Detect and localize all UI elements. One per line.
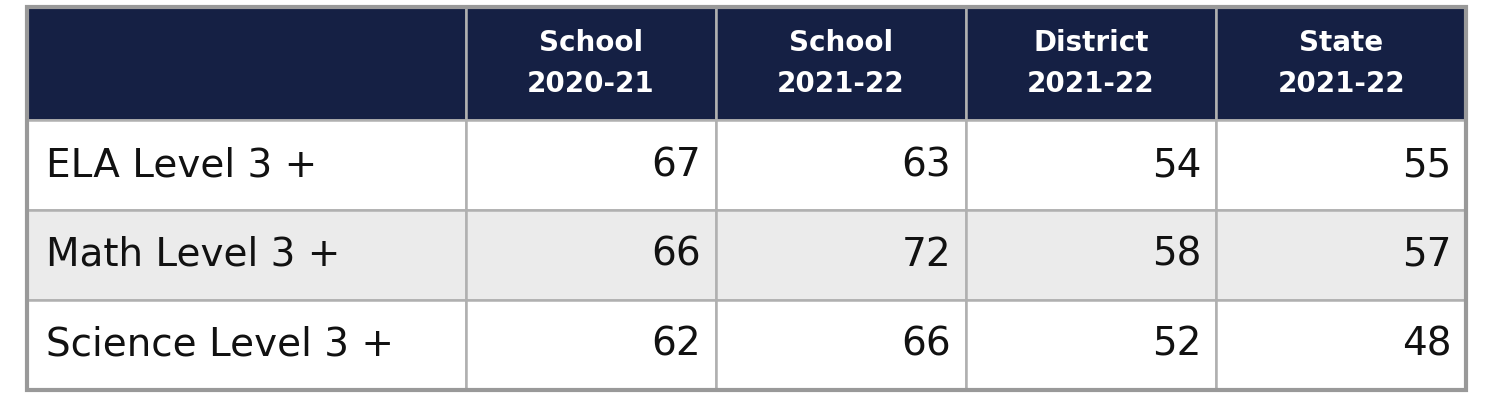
- Bar: [1217, 300, 1466, 390]
- Text: 2020-21: 2020-21: [527, 70, 655, 98]
- Text: Science Level 3 +: Science Level 3 +: [46, 326, 394, 364]
- Text: ELA Level 3 +: ELA Level 3 +: [46, 146, 318, 184]
- Bar: [717, 300, 966, 390]
- Bar: [966, 7, 1217, 120]
- Bar: [27, 210, 466, 300]
- Bar: [466, 7, 717, 120]
- Text: 66: 66: [902, 326, 951, 364]
- Text: 63: 63: [902, 146, 951, 184]
- Bar: [27, 120, 466, 210]
- Text: 52: 52: [1151, 326, 1202, 364]
- Text: District: District: [1033, 29, 1148, 57]
- Text: 72: 72: [902, 236, 951, 274]
- Text: School: School: [788, 29, 893, 57]
- Bar: [717, 7, 966, 120]
- Text: 55: 55: [1402, 146, 1451, 184]
- Text: School: School: [539, 29, 643, 57]
- Text: 67: 67: [651, 146, 702, 184]
- Text: 2021-22: 2021-22: [778, 70, 905, 98]
- Bar: [966, 300, 1217, 390]
- Text: State: State: [1299, 29, 1383, 57]
- Bar: [966, 120, 1217, 210]
- Bar: [717, 210, 966, 300]
- Text: 66: 66: [651, 236, 702, 274]
- Text: 62: 62: [651, 326, 702, 364]
- Bar: [966, 210, 1217, 300]
- Bar: [1217, 120, 1466, 210]
- Bar: [27, 300, 466, 390]
- Text: 2021-22: 2021-22: [1278, 70, 1405, 98]
- Bar: [466, 210, 717, 300]
- Bar: [466, 300, 717, 390]
- Text: 2021-22: 2021-22: [1027, 70, 1154, 98]
- Bar: [1217, 210, 1466, 300]
- Text: 58: 58: [1151, 236, 1202, 274]
- Bar: [1217, 7, 1466, 120]
- Bar: [466, 120, 717, 210]
- Bar: [717, 120, 966, 210]
- Text: 48: 48: [1402, 326, 1451, 364]
- Text: 57: 57: [1402, 236, 1451, 274]
- Text: 54: 54: [1151, 146, 1202, 184]
- Text: Math Level 3 +: Math Level 3 +: [46, 236, 340, 274]
- Bar: [27, 7, 466, 120]
